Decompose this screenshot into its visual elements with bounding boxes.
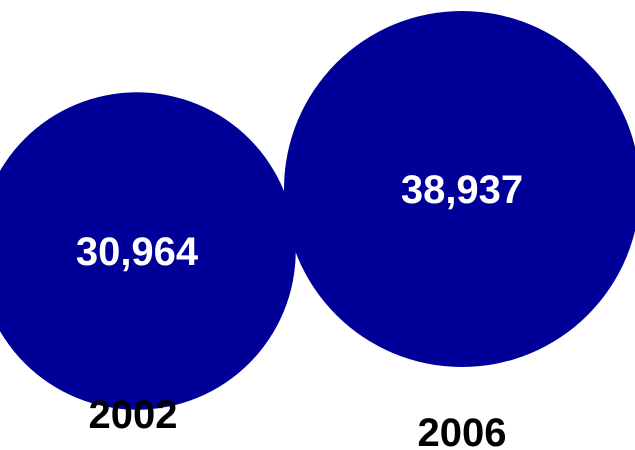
category-label: 2002 xyxy=(89,393,178,437)
bubble-2002 xyxy=(0,92,296,410)
category-label: 2006 xyxy=(418,411,507,450)
bubble-2006 xyxy=(284,11,635,367)
bubble-group: 30,964 2002 38,937 2006 xyxy=(0,11,635,450)
bubble-value-label: 30,964 xyxy=(76,230,199,274)
bubble-value-label: 38,937 xyxy=(401,168,523,212)
